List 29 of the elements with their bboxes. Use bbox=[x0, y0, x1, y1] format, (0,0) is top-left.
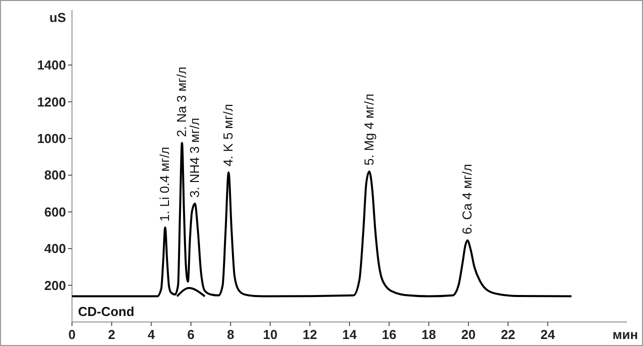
annotation: 6. Ca 4 мг/л bbox=[459, 164, 474, 234]
x-tick-label: 12 bbox=[302, 327, 318, 342]
y-axis-title: uS bbox=[49, 10, 66, 25]
annotation: 4. K 5 мг/л bbox=[220, 104, 236, 166]
x-tick-label: 6 bbox=[187, 327, 195, 342]
annotation: 1. Li 0.4 мг/л bbox=[157, 146, 172, 222]
x-tick-label: 8 bbox=[226, 327, 234, 342]
y-tick-label: 1400 bbox=[37, 58, 66, 73]
annotation: 3. NH4 3 мг/л bbox=[186, 118, 202, 198]
y-tick-label: 400 bbox=[44, 241, 66, 256]
x-tick-label: 14 bbox=[342, 327, 358, 342]
annotation: CD-Cond bbox=[78, 304, 134, 319]
annotation: 5. Mg 4 мг/л bbox=[361, 94, 376, 166]
x-tick-label: 4 bbox=[148, 327, 156, 342]
annotation: 2. Na 3 мг/л bbox=[174, 66, 190, 138]
x-tick-label: 22 bbox=[500, 327, 516, 342]
y-tick-label: 1000 bbox=[37, 131, 66, 146]
x-tick-label: 0 bbox=[68, 327, 76, 342]
x-tick-label: 24 bbox=[540, 327, 556, 342]
x-axis-title: мин bbox=[612, 327, 638, 342]
x-tick-label: 2 bbox=[108, 327, 116, 342]
x-tick-label: 16 bbox=[382, 327, 396, 342]
x-tick-label: 18 bbox=[422, 327, 436, 342]
x-tick-label: 10 bbox=[262, 327, 278, 342]
x-tick-label: 20 bbox=[461, 327, 476, 342]
y-tick-label: 800 bbox=[44, 168, 66, 183]
y-tick-label: 200 bbox=[44, 278, 66, 293]
y-tick-label: 600 bbox=[44, 204, 66, 220]
y-tick-label: 1200 bbox=[37, 94, 66, 110]
